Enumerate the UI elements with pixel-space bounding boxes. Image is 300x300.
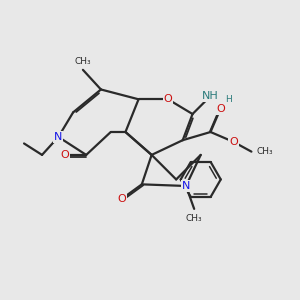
Text: N: N <box>54 132 63 142</box>
Text: O: O <box>117 194 126 204</box>
Text: H: H <box>225 95 232 104</box>
Text: CH₃: CH₃ <box>186 214 202 223</box>
Text: N: N <box>182 181 190 191</box>
Text: O: O <box>164 94 172 104</box>
Text: O: O <box>61 150 69 160</box>
Text: NH: NH <box>202 91 219 101</box>
Text: CH₃: CH₃ <box>256 147 273 156</box>
Text: O: O <box>216 104 225 114</box>
Text: CH₃: CH₃ <box>75 57 91 66</box>
Text: O: O <box>229 137 238 147</box>
